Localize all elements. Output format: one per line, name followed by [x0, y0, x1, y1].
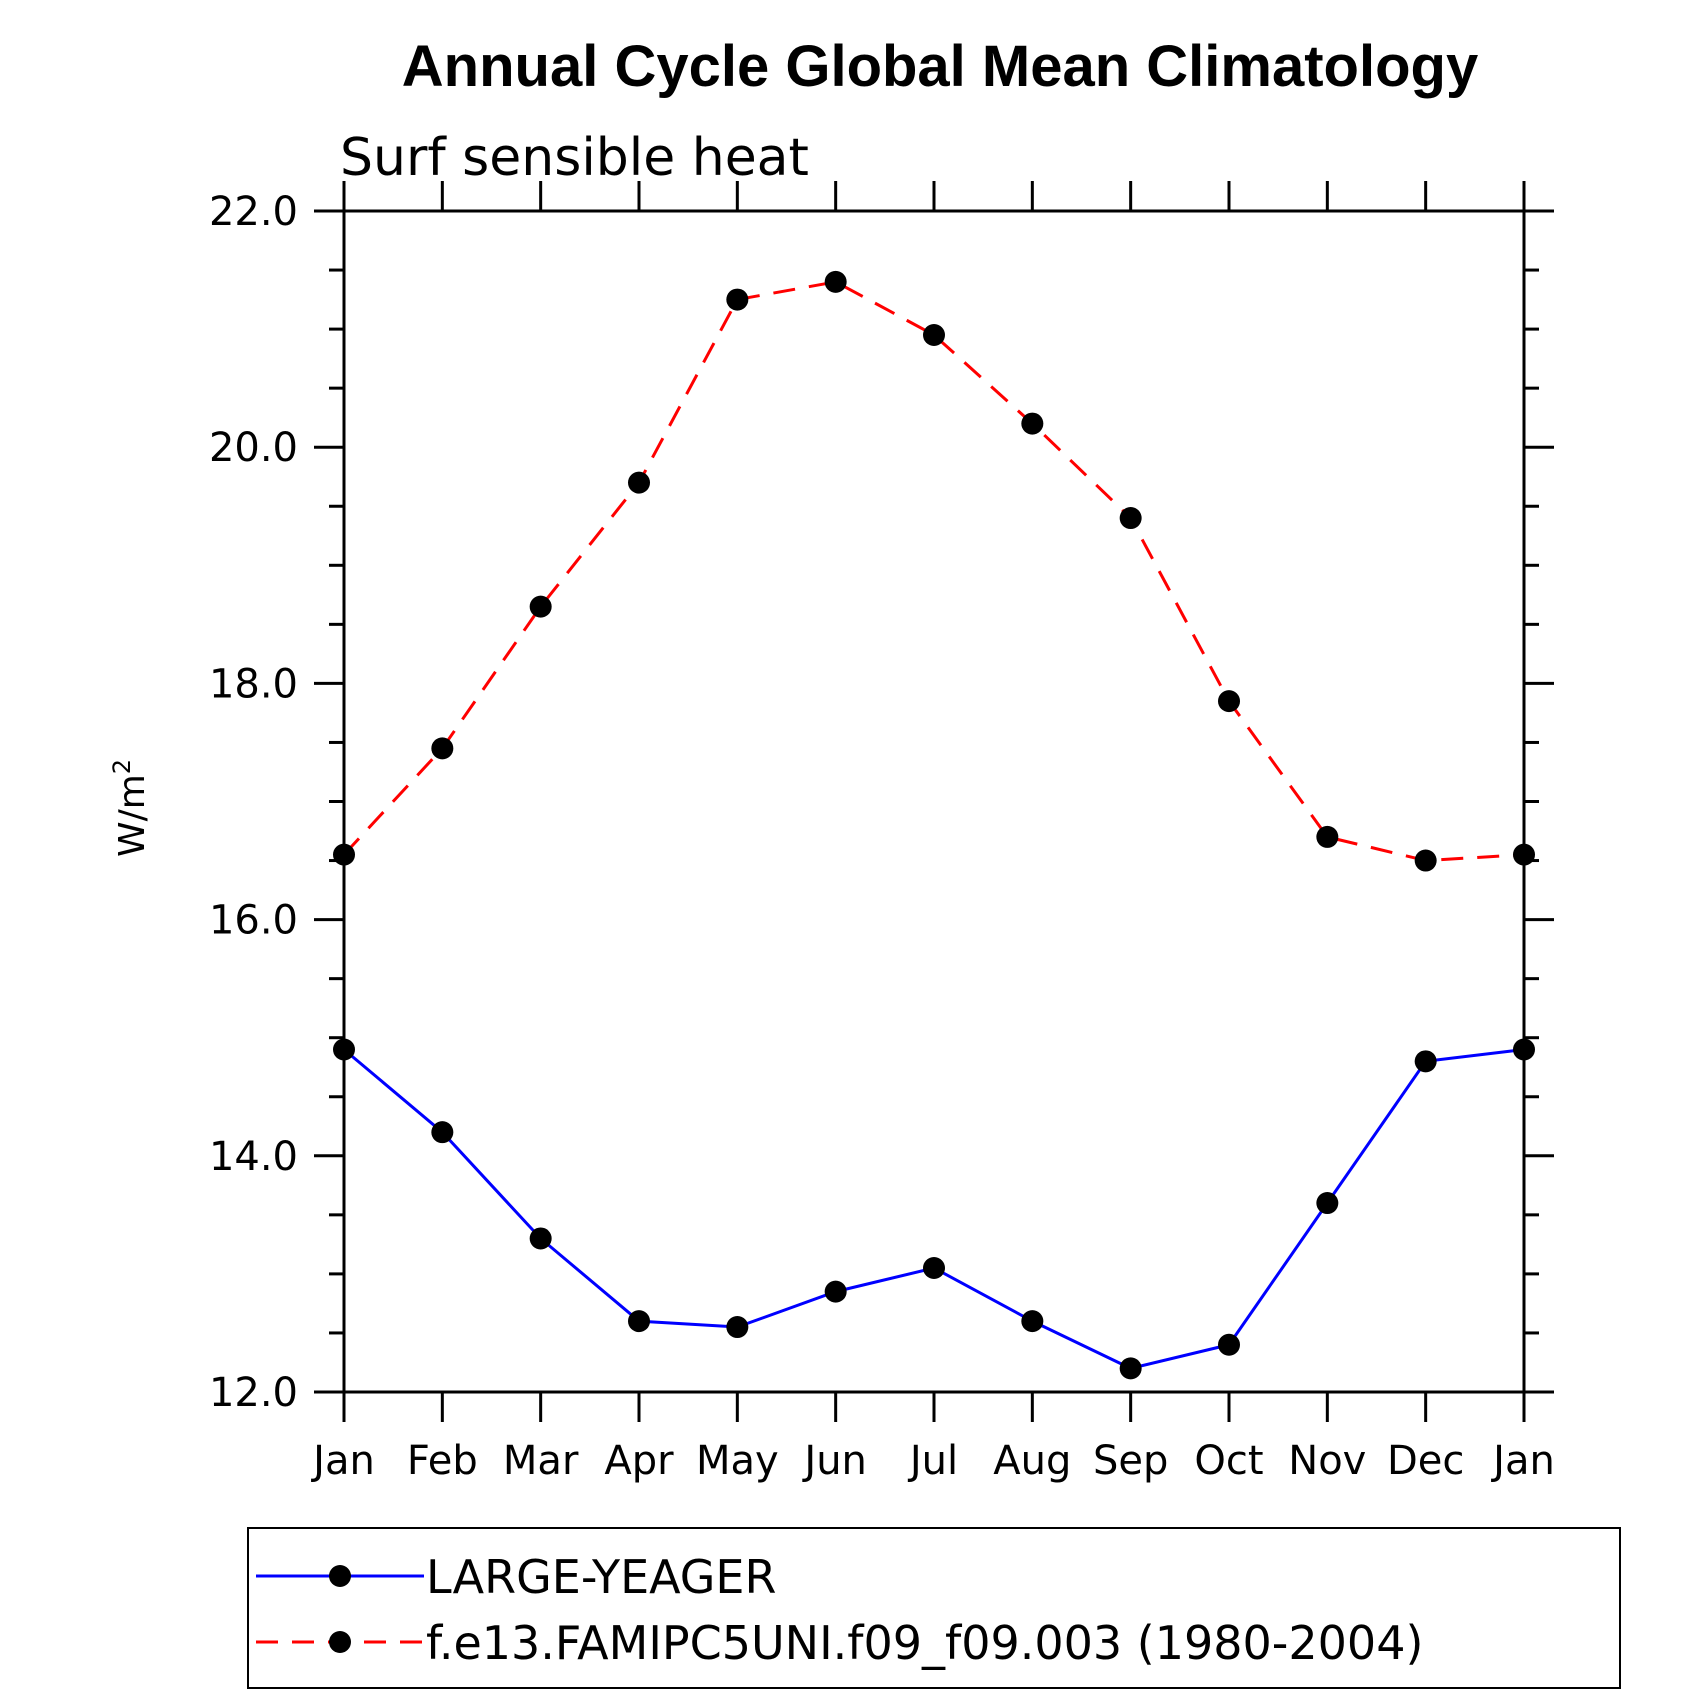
x-tick-label: Jul: [907, 1438, 958, 1484]
y-tick-label: 16.0: [209, 898, 298, 944]
y-axis-label-base: W/m: [112, 774, 153, 857]
series-1-point: [1316, 825, 1339, 848]
series-1-point: [1021, 412, 1044, 435]
series-0-point: [1119, 1357, 1142, 1380]
x-tick-labels: Jan Feb Mar Apr May Jun Jul Aug Sep Oct Nov Dec Jan: [310, 1438, 1555, 1484]
y-tick-label: 22.0: [209, 189, 298, 235]
series-line-0: [343, 1048, 1525, 1370]
series-1-point: [824, 270, 847, 293]
plot-axes: [314, 181, 1554, 1422]
series-1-point: [1513, 843, 1535, 866]
series-0-point: [333, 1038, 355, 1061]
x-tick-label: May: [696, 1438, 779, 1484]
legend-marker-0: [329, 1565, 351, 1587]
series-1-point: [1414, 849, 1437, 872]
legend-marker-1: [329, 1631, 351, 1653]
y-tick-labels: 12.0 14.0 16.0 18.0 20.0 22.0: [209, 189, 298, 1416]
chart-title: Annual Cycle Global Mean Climatology: [402, 34, 1478, 99]
series-0-point: [1021, 1310, 1044, 1333]
series-0-point: [824, 1280, 847, 1303]
legend-label-1: f.e13.FAMIPC5UNI.f09_f09.003 (1980-2004): [426, 1616, 1423, 1670]
series-0-point: [628, 1310, 650, 1333]
series-1-point: [726, 288, 749, 311]
series-1-point: [333, 843, 355, 866]
series-1-point: [529, 595, 552, 618]
y-tick-label: 18.0: [209, 661, 298, 707]
y-axis-label: W/m2: [108, 759, 153, 857]
series-0-point: [1316, 1192, 1339, 1215]
y-axis-label-superscript: 2: [108, 759, 136, 774]
series-0-point: [726, 1316, 749, 1339]
x-tick-label: Mar: [503, 1438, 579, 1484]
series-0-point: [1513, 1038, 1535, 1061]
x-tick-label: Nov: [1288, 1438, 1366, 1484]
x-tick-label: Jan: [1490, 1438, 1555, 1484]
series-1-point: [431, 737, 454, 760]
plot-frame: [342, 209, 1526, 1394]
x-tick-label: Apr: [604, 1438, 674, 1484]
x-tick-label: Sep: [1093, 1438, 1168, 1484]
series-0-point: [529, 1227, 552, 1250]
series-0-point: [431, 1121, 454, 1144]
series-1-point: [923, 324, 945, 347]
legend-label-0: LARGE-YEAGER: [426, 1550, 776, 1604]
series-line-1: [342, 280, 1525, 863]
legend: LARGE-YEAGER f.e13.FAMIPC5UNI.f09_f09.003…: [247, 1527, 1621, 1689]
x-tick-label: Aug: [993, 1438, 1071, 1484]
legend-box: [247, 1527, 1621, 1689]
x-tick-label: Jun: [801, 1438, 867, 1484]
series-1-point: [1119, 507, 1142, 530]
y-tick-label: 12.0: [209, 1370, 298, 1416]
x-tick-label: Feb: [407, 1438, 478, 1484]
x-tick-label: Jan: [310, 1438, 375, 1484]
series-0-point: [1218, 1333, 1240, 1356]
x-tick-label: Oct: [1194, 1438, 1263, 1484]
y-tick-label: 14.0: [209, 1134, 298, 1180]
y-tick-label: 20.0: [209, 425, 298, 471]
chart-subtitle: Surf sensible heat: [340, 128, 809, 188]
series-1-point: [628, 471, 650, 494]
x-tick-label: Dec: [1387, 1438, 1464, 1484]
series-layer: [333, 270, 1535, 1380]
series-1-point: [1218, 690, 1240, 713]
series-0-point: [923, 1256, 945, 1279]
series-0-point: [1414, 1050, 1437, 1073]
